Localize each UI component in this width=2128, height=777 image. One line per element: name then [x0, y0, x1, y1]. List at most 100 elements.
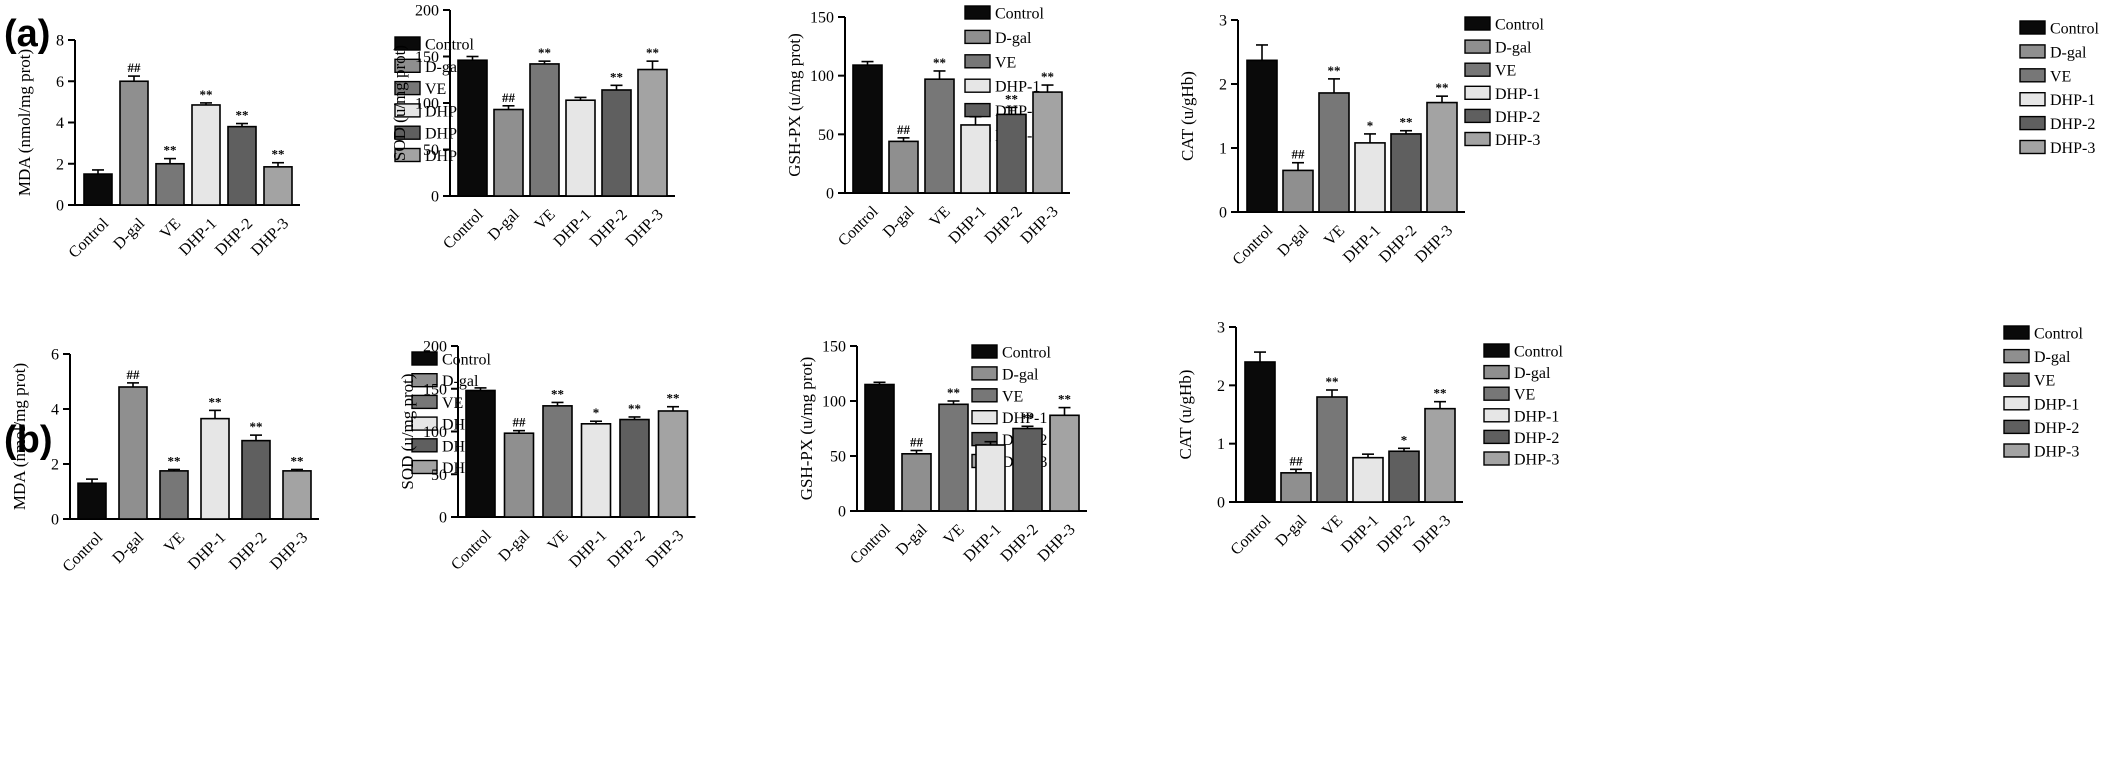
bar-d-gal	[503, 432, 535, 518]
significance-label: **	[236, 108, 249, 123]
legend-swatch-d-gal	[964, 29, 991, 45]
legend-swatch-d-gal	[394, 58, 421, 73]
significance-label: **	[168, 454, 181, 469]
y-tick-label: 150	[415, 49, 439, 66]
y-tick-label: 150	[423, 381, 447, 398]
y-tick-label: 8	[56, 33, 64, 50]
bar-ve	[1318, 92, 1350, 213]
bar-dhp-2	[227, 125, 257, 206]
x-tick-label: D-gal	[1272, 512, 1310, 550]
x-tick-label: VE	[157, 215, 184, 242]
significance-label: **	[667, 391, 680, 406]
x-tick-label: VE	[161, 529, 188, 556]
legend-label: DHP-2	[1514, 430, 1559, 447]
bar-d-gal	[888, 140, 919, 194]
y-axis-label: SOD (u/mg prot)	[390, 45, 409, 161]
significance-label: **	[646, 45, 659, 60]
y-tick-label: 0	[51, 512, 59, 529]
bar-dhp-2	[241, 439, 271, 520]
bar-ve	[542, 405, 573, 518]
significance-label: ##	[128, 60, 142, 75]
bar-control	[465, 389, 496, 518]
legend-label: Control	[1002, 345, 1051, 362]
y-tick-label: 200	[415, 3, 439, 20]
bar-control	[852, 64, 883, 194]
legend-swatch-dhp-2	[2003, 419, 2030, 435]
legend-swatch-d-gal	[2003, 348, 2030, 364]
legend-swatch-ve	[2019, 68, 2046, 83]
bar-dhp-1	[1352, 456, 1384, 503]
legend-label: Control	[995, 6, 1044, 23]
y-tick-label: 2	[51, 457, 59, 474]
significance-label: **	[250, 419, 263, 434]
significance-label: **	[551, 386, 564, 401]
legend-swatch-control	[971, 344, 998, 359]
significance-label: **	[1058, 392, 1071, 407]
legend-swatch-ve	[411, 394, 438, 410]
chart-b-1: 0 2 4 6 MDA (nmol/mg prot) Control ## D-gal ** VE…	[10, 347, 491, 576]
legend-label: DHP-1	[995, 79, 1040, 96]
legend-label: D-gal	[2050, 44, 2087, 61]
significance-label: **	[1436, 80, 1449, 95]
significance-label: **	[272, 147, 285, 162]
x-tick-label: VE	[1319, 512, 1346, 539]
significance-label: ##	[127, 367, 141, 382]
legend-swatch-dhp-2	[394, 125, 421, 140]
x-tick-label: D-gal	[495, 527, 533, 565]
legend-swatch-control	[1464, 16, 1491, 31]
significance-label: ##	[513, 415, 527, 430]
legend-label: DHP-1	[2050, 92, 2095, 109]
legend-swatch-ve	[394, 80, 421, 96]
y-tick-label: 2	[1219, 77, 1227, 94]
legend-swatch-d-gal	[1464, 39, 1491, 54]
x-tick-label: D-gal	[1274, 222, 1312, 260]
x-tick-label: Control	[448, 527, 495, 574]
y-tick-label: 2	[56, 156, 64, 173]
x-tick-label: DHP-3	[1412, 222, 1456, 266]
x-tick-label: D-gal	[110, 215, 148, 253]
y-tick-label: 0	[439, 510, 447, 527]
y-tick-label: 6	[51, 347, 59, 364]
legend-label: Control	[442, 352, 491, 369]
y-tick-label: 0	[1219, 205, 1227, 222]
x-tick-label: Control	[66, 215, 113, 262]
panel-label-b: (b)	[4, 419, 53, 461]
legend-label: D-gal	[1514, 365, 1551, 382]
bar-d-gal	[901, 452, 932, 512]
legend-label: Control	[2034, 326, 2083, 343]
y-tick-label: 150	[810, 10, 834, 27]
bar-dhp-3	[637, 68, 668, 197]
legend-label: D-gal	[995, 30, 1032, 47]
x-tick-label: DHP-1	[185, 529, 229, 573]
x-tick-label: DHP-3	[1410, 512, 1454, 556]
y-axis-label: GSH-PX (u/mg prot)	[785, 33, 804, 177]
y-tick-label: 0	[838, 504, 846, 521]
significance-label: ##	[910, 435, 924, 450]
significance-label: *	[1367, 118, 1374, 133]
x-tick-label: VE	[941, 521, 968, 548]
x-tick-label: DHP-1	[566, 527, 610, 571]
y-axis-label: SOD (u/mg prot)	[398, 373, 417, 489]
significance-label: **	[209, 394, 222, 409]
legend-label: VE	[995, 54, 1016, 71]
y-tick-label: 100	[423, 424, 447, 441]
x-tick-label: DHP-1	[551, 206, 595, 250]
bar-dhp-1	[975, 444, 1006, 512]
legend-swatch-dhp-3	[1483, 451, 1510, 466]
y-tick-label: 50	[818, 127, 834, 144]
x-tick-label: DHP-3	[1035, 521, 1079, 565]
y-tick-label: 100	[810, 68, 834, 85]
bar-dhp-2	[1388, 450, 1420, 503]
bar-dhp-3	[657, 410, 689, 518]
x-tick-label: DHP-3	[1018, 203, 1062, 247]
significance-label: ##	[502, 90, 516, 105]
legend-swatch-dhp-3	[2003, 443, 2030, 458]
y-tick-label: 0	[431, 189, 439, 206]
y-tick-label: 1	[1219, 141, 1227, 158]
significance-label: **	[947, 385, 960, 400]
legend-label: DHP-3	[1514, 452, 1559, 469]
x-tick-label: DHP-1	[961, 521, 1005, 565]
x-tick-label: DHP-1	[1338, 512, 1382, 556]
significance-label: **	[164, 143, 177, 158]
legend-swatch-dhp-1	[2019, 91, 2046, 107]
